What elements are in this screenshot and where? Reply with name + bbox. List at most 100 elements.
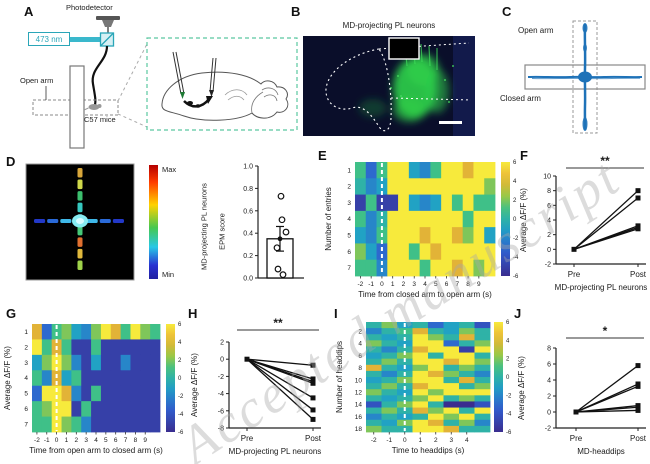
svg-text:-2: -2 <box>357 281 363 288</box>
setup-schematic <box>32 16 298 149</box>
svg-text:Pre: Pre <box>570 434 583 443</box>
svg-text:Pre: Pre <box>241 434 254 443</box>
photodetector-label: Photodetector <box>66 3 113 12</box>
photodetector-icon <box>96 16 120 20</box>
svg-text:1.0: 1.0 <box>243 164 253 171</box>
prepost-open-plot: 10 8 6 4 2 0 -2 ** Pre Post MD-projecting PL neuro… <box>519 154 648 292</box>
svg-text:10: 10 <box>543 174 551 181</box>
image-inset-box <box>388 37 420 60</box>
svg-text:-4: -4 <box>513 255 519 261</box>
svg-text:9: 9 <box>477 281 481 288</box>
svg-text:Average ΔF/F (%): Average ΔF/F (%) <box>190 353 199 417</box>
panel-f-label: F <box>520 148 528 163</box>
svg-text:6: 6 <box>547 203 551 210</box>
svg-text:0: 0 <box>513 217 517 223</box>
panel-i-label: I <box>334 306 338 321</box>
panel-g-label: G <box>6 306 17 321</box>
svg-text:6: 6 <box>178 322 182 328</box>
svg-text:4: 4 <box>513 179 517 185</box>
svg-text:Number of entries: Number of entries <box>324 187 333 251</box>
svg-text:MD-headdips: MD-headdips <box>577 447 625 456</box>
svg-text:4: 4 <box>423 281 427 288</box>
svg-text:**: ** <box>273 316 283 330</box>
svg-text:7: 7 <box>347 265 351 272</box>
svg-text:0: 0 <box>403 437 407 444</box>
svg-text:4: 4 <box>347 216 351 223</box>
svg-text:8: 8 <box>547 188 551 195</box>
svg-text:0.4: 0.4 <box>243 231 253 238</box>
svg-text:2: 2 <box>24 344 28 351</box>
svg-text:10: 10 <box>355 377 363 384</box>
svg-text:6: 6 <box>513 160 517 166</box>
svg-text:4: 4 <box>465 437 469 444</box>
svg-text:4: 4 <box>547 378 551 385</box>
svg-text:1: 1 <box>65 437 69 444</box>
svg-text:2: 2 <box>402 281 406 288</box>
svg-text:14: 14 <box>355 402 363 409</box>
svg-text:2: 2 <box>547 394 551 401</box>
open-arm-label-a: Open arm <box>20 76 54 85</box>
c57-mice-label: C57 mice <box>84 115 116 124</box>
svg-text:4: 4 <box>506 338 510 344</box>
svg-text:8: 8 <box>134 437 138 444</box>
pl-region-outline <box>325 48 392 132</box>
svg-text:4: 4 <box>547 218 551 225</box>
svg-text:1: 1 <box>418 437 422 444</box>
svg-text:-1: -1 <box>368 281 374 288</box>
svg-text:0.0: 0.0 <box>243 276 253 283</box>
svg-text:6: 6 <box>547 362 551 369</box>
svg-text:2: 2 <box>358 328 362 335</box>
svg-text:-1: -1 <box>386 437 392 444</box>
svg-text:5: 5 <box>434 281 438 288</box>
svg-text:7: 7 <box>24 421 28 428</box>
epm-score-bar-chart: 1.0 0.8 0.6 0.4 0.2 0.0 <box>243 164 304 283</box>
svg-text:16: 16 <box>355 414 363 421</box>
svg-text:8: 8 <box>466 281 470 288</box>
scale-bar <box>439 121 462 124</box>
svg-text:4: 4 <box>94 437 98 444</box>
panel-a-label: A <box>24 4 34 19</box>
svg-text:3: 3 <box>84 437 88 444</box>
svg-text:6: 6 <box>24 406 28 413</box>
svg-text:0: 0 <box>506 375 510 381</box>
svg-text:Post: Post <box>305 434 322 443</box>
colorbar-max-label: Max <box>162 165 177 174</box>
svg-text:2: 2 <box>547 232 551 239</box>
svg-text:18: 18 <box>355 426 363 433</box>
svg-text:4: 4 <box>178 340 182 346</box>
svg-text:0: 0 <box>55 437 59 444</box>
svg-text:Time to headdips (s): Time to headdips (s) <box>392 446 465 455</box>
optic-fiber <box>91 45 109 106</box>
panel-d-label: D <box>6 154 16 169</box>
svg-text:0: 0 <box>380 281 384 288</box>
svg-text:-2: -2 <box>513 236 519 242</box>
svg-text:2: 2 <box>506 357 510 363</box>
svg-text:-2: -2 <box>545 262 551 269</box>
svg-text:2: 2 <box>434 437 438 444</box>
svg-text:0: 0 <box>220 357 224 364</box>
mouse-icon <box>88 104 100 110</box>
svg-text:-6: -6 <box>178 430 184 436</box>
svg-text:Post: Post <box>630 434 647 443</box>
svg-text:2: 2 <box>178 358 182 364</box>
svg-text:-2: -2 <box>178 394 184 400</box>
svg-text:6: 6 <box>114 437 118 444</box>
svg-text:0: 0 <box>547 247 551 254</box>
bar-ylabel-outer: MD-projecting PL neurons <box>199 183 209 270</box>
svg-text:5: 5 <box>24 391 28 398</box>
svg-text:3: 3 <box>347 200 351 207</box>
svg-text:12: 12 <box>355 389 363 396</box>
svg-text:4: 4 <box>358 341 362 348</box>
svg-text:2: 2 <box>513 198 517 204</box>
svg-text:7: 7 <box>455 281 459 288</box>
panel-e-label: E <box>318 148 327 163</box>
panel-b-title: MD-projecting PL neurons <box>342 21 436 30</box>
svg-text:-8: -8 <box>218 426 224 433</box>
svg-text:**: ** <box>600 154 610 168</box>
brain-outline <box>161 71 289 121</box>
svg-text:MD-projecting PL neurons: MD-projecting PL neurons <box>555 283 648 292</box>
svg-text:-6: -6 <box>513 274 519 280</box>
svg-text:6: 6 <box>445 281 449 288</box>
svg-text:0.6: 0.6 <box>243 208 253 215</box>
